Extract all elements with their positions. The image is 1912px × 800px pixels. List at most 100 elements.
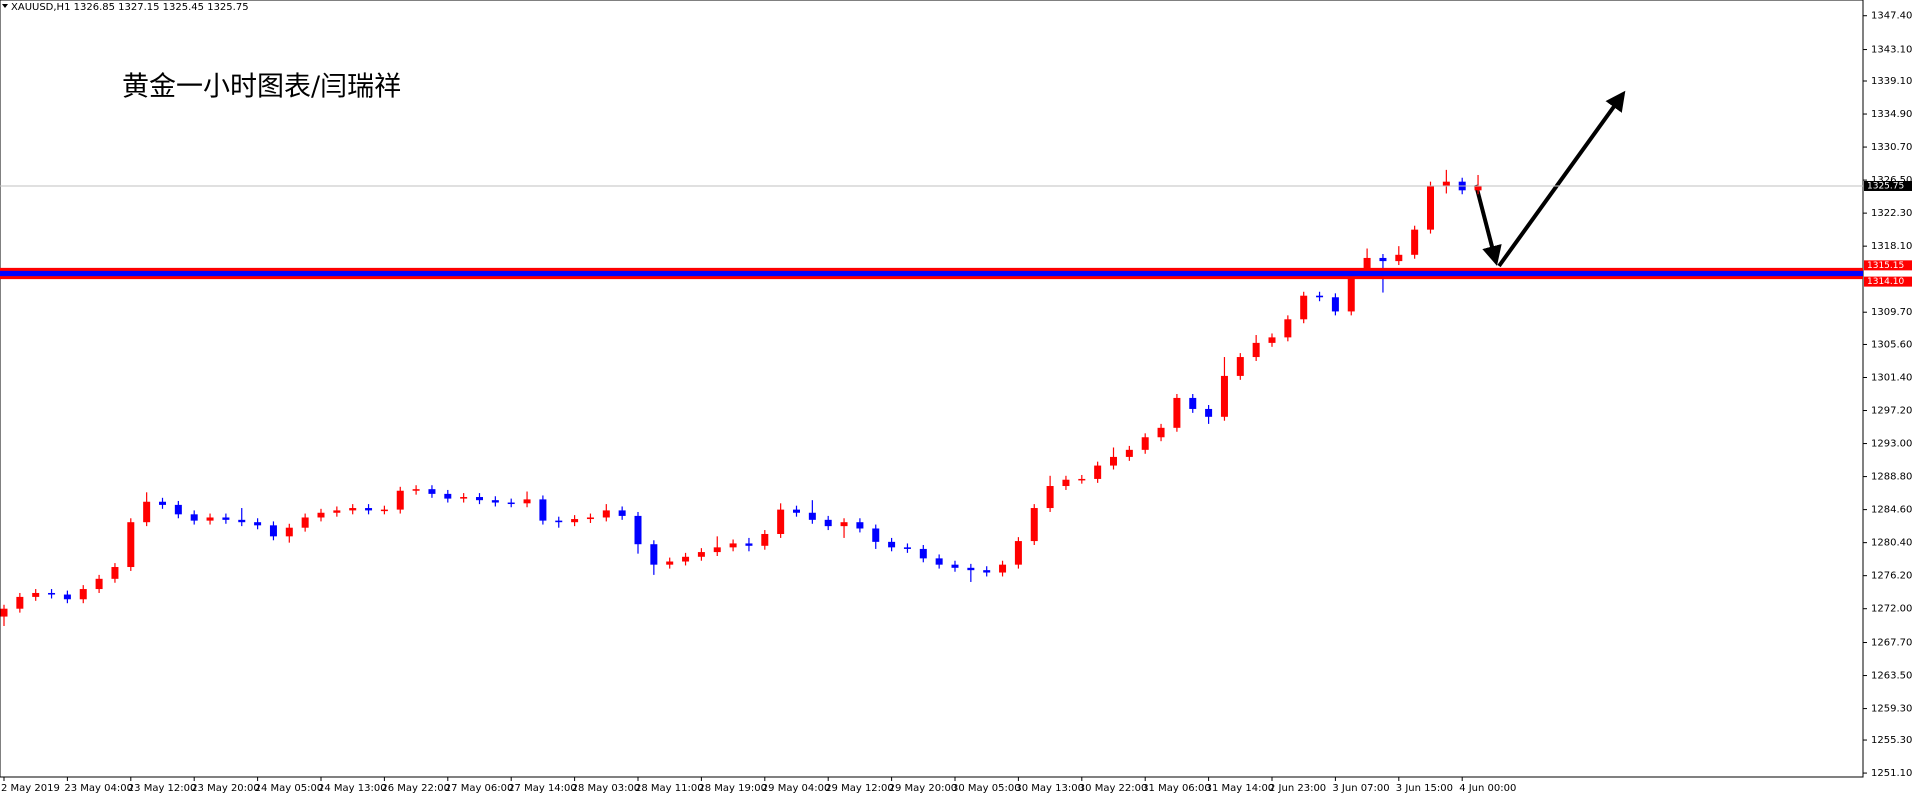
candle-body [222,517,230,520]
candle-body [523,499,531,504]
x-tick-label: 27 May 14:00 [508,783,577,794]
candle-body [301,517,309,528]
candle-body [1395,254,1403,262]
x-tick-label: 24 May 05:00 [255,783,324,794]
candle-body [412,489,420,491]
candle-body [602,510,610,518]
price-label-box [1864,180,1912,191]
candle-body [1427,185,1434,230]
candle-body [269,525,277,537]
candle-body [919,548,927,559]
x-tick-label: 3 Jun 07:00 [1332,783,1389,794]
candle-body [1173,397,1181,428]
candle-body [143,501,151,523]
y-tick-label: 1297.20 [1871,406,1912,417]
y-tick-label: 1276.20 [1871,571,1912,582]
y-tick-label: 1318.10 [1871,241,1912,252]
x-tick-label: 2 Jun 23:00 [1269,783,1326,794]
y-tick-label: 1339.10 [1871,76,1912,87]
y-tick-label: 1305.60 [1871,339,1912,350]
arrows [1474,90,1626,268]
candle-body [127,522,135,568]
candle-body [729,543,737,548]
candle-body [824,519,832,527]
candle-body [174,504,182,515]
candle-body [1046,486,1054,509]
x-tick-label: 31 May 06:00 [1142,783,1211,794]
y-tick-label: 1326.50 [1871,175,1912,186]
candle-body [0,608,8,617]
candles [0,169,1482,627]
candle-body [888,541,896,548]
candle-body [1062,479,1070,487]
candle-body [1268,337,1276,343]
y-tick-label: 1347.40 [1871,11,1912,22]
candle-body [317,512,325,518]
candle-body [793,509,800,513]
x-tick-label: 29 May 04:00 [762,783,831,794]
candle-body [618,510,626,516]
x-tick-label: 24 May 13:00 [318,783,387,794]
candle-body [333,510,341,513]
candle-body [903,547,911,549]
level-label-box [1864,276,1912,287]
x-tick-label: 30 May 05:00 [952,783,1021,794]
y-tick-label: 1280.40 [1871,538,1912,549]
candle-body [682,556,690,562]
candle-body [1094,465,1102,479]
candle-body [666,561,674,565]
y-tick-label: 1284.60 [1871,505,1912,516]
x-tick-label: 23 May 20:00 [191,783,260,794]
candle-body [365,508,373,511]
y-tick-label: 1343.10 [1871,45,1912,56]
x-tick-label: 28 May 03:00 [572,783,641,794]
candle-body [808,512,816,520]
candle-body [444,493,452,499]
candle-body [159,501,166,505]
candle-body [48,592,56,595]
arrow-up [1497,90,1626,268]
y-tick-label: 1259.30 [1871,704,1912,715]
price-label: 1325.75 [1867,181,1904,191]
x-tick-label: 31 May 14:00 [1206,783,1275,794]
candle-body [1442,181,1450,186]
y-tick-label: 1255.30 [1871,735,1912,746]
candle-body [777,509,785,534]
x-tick-label: 3 Jun 15:00 [1396,783,1453,794]
candle-body [983,570,991,573]
candle-body [396,490,404,510]
candle-body [1300,295,1308,320]
candle-body [650,544,658,565]
x-tick-label: 27 May 06:00 [445,783,514,794]
level-label-box [1864,260,1912,271]
candle-body [32,592,40,597]
y-tick-label: 1334.90 [1871,109,1912,120]
candle-body [63,594,71,600]
candle-body [254,522,262,526]
candle-body [745,543,753,546]
candle-body [1141,437,1149,450]
candle-body [1316,295,1324,298]
candle-body [380,509,388,512]
candle-body [539,499,547,521]
x-tick-label: 4 Jun 00:00 [1459,783,1516,794]
candle-body [190,514,198,521]
candle-body [999,564,1007,573]
y-tick-label: 1309.70 [1871,307,1912,318]
candle-body [634,515,642,545]
y-tick-label: 1288.80 [1871,472,1912,483]
candle-body [571,519,579,523]
x-tick-label: 26 May 22:00 [381,783,450,794]
candle-body [1078,478,1086,481]
x-tick-label: 30 May 22:00 [1079,783,1148,794]
candle-body [967,567,975,571]
candle-body [586,517,594,520]
candle-body [1236,357,1244,376]
candle-body [1157,427,1165,438]
candle-body [1125,449,1133,457]
x-tick-label: 23 May 04:00 [64,783,133,794]
y-tick-label: 1330.70 [1871,142,1912,153]
candle-body [507,502,515,505]
candle-body [111,567,119,579]
